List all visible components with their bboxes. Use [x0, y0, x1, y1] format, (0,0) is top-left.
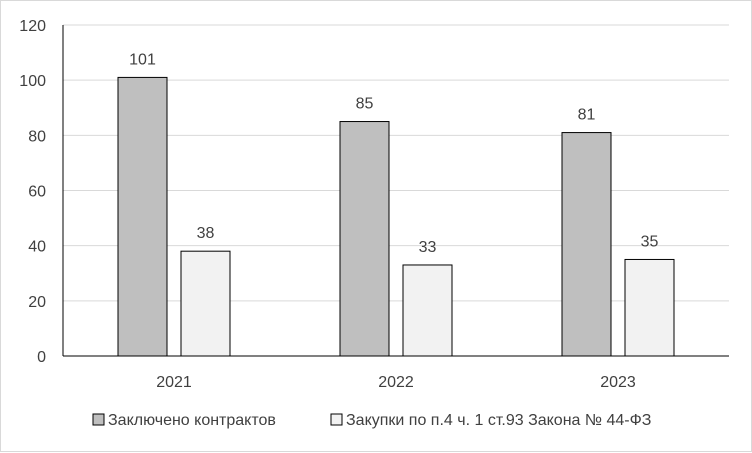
x-tick-label: 2021: [156, 374, 192, 391]
y-tick-label: 80: [28, 128, 46, 145]
y-tick-label: 20: [28, 294, 46, 311]
bar-contracts-2022: [339, 121, 390, 357]
data-label: 35: [641, 233, 659, 250]
bar-purchases-2023: [624, 258, 675, 357]
legend: Заключено контрактов Закупки по п.4 ч. 1 …: [92, 412, 651, 429]
bar-contracts-2021: [117, 76, 168, 357]
data-label: 101: [129, 51, 156, 68]
data-label: 81: [578, 107, 596, 124]
legend-swatch-purchases: [330, 413, 343, 426]
data-labels: 101 38 85 33 81 35: [129, 51, 658, 256]
x-tick-label: 2022: [378, 374, 414, 391]
x-tick-label: 2023: [600, 374, 636, 391]
legend-label: Заключено контрактов: [108, 412, 276, 429]
y-tick-label: 120: [19, 18, 46, 35]
legend-label: Закупки по п.4 ч. 1 ст.93 Закона № 44-ФЗ: [346, 412, 651, 429]
x-axis-ticks: 2021 2022 2023: [156, 374, 636, 391]
gridlines: [63, 24, 729, 302]
bar-contracts-2023: [561, 132, 612, 357]
bar-purchases-2021: [180, 250, 231, 357]
y-tick-label: 0: [37, 349, 46, 366]
y-tick-label: 40: [28, 239, 46, 256]
data-label: 85: [356, 96, 374, 113]
y-tick-label: 100: [19, 73, 46, 90]
bar-purchases-2022: [402, 264, 453, 357]
y-tick-label: 60: [28, 184, 46, 201]
data-label: 38: [197, 225, 215, 242]
data-label: 33: [419, 239, 437, 256]
bars: [117, 76, 675, 357]
legend-swatch-contracts: [92, 413, 105, 426]
y-axis-ticks: 0 20 40 60 80 100 120: [19, 18, 46, 366]
